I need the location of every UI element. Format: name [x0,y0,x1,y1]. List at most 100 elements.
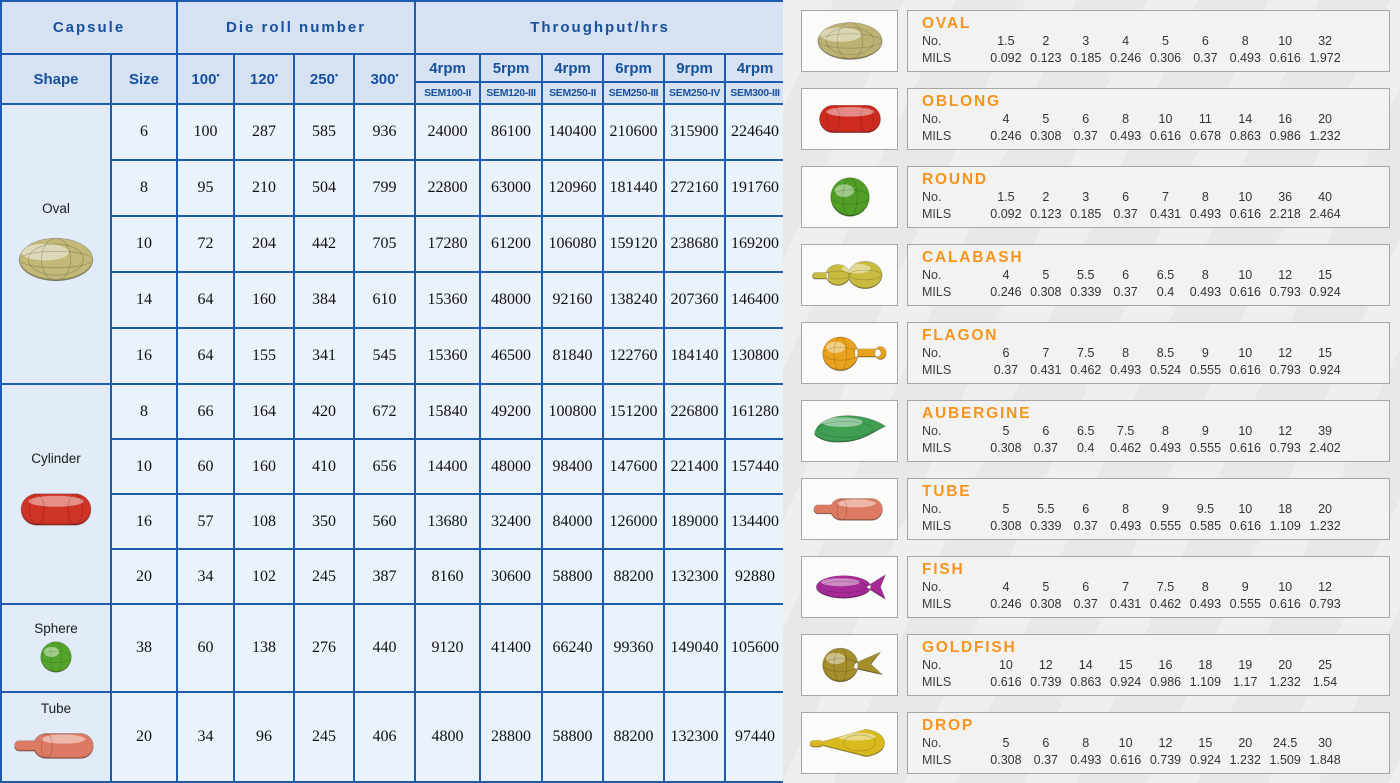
no-value: 8 [1201,580,1209,594]
throughput-value-cell: 22800 [414,159,482,217]
shape-title: CALABASH [922,249,1024,266]
throughput-value-cell: 13680 [414,493,482,550]
no-value: 15 [1118,658,1133,672]
shape-label: Tube [40,701,72,716]
shape-title: DROP [922,717,974,734]
throughput-value-cell: 140400 [541,103,605,161]
machine-header-0: SEM100-II [414,81,482,105]
shape-number-grid: No. 5 6 8 10 12 15 20 24.5 30 MILS 0.308 0.37 0.493 0.… [922,735,1345,768]
no-value: 14 [1238,112,1253,126]
shape-card-tube: TUBE No. 5 5.5 6 8 9 9.5 10 18 20 MILS 0.308 0.339 0.… [801,478,1390,540]
mils-value: 0.616 [1229,362,1261,377]
fish-capsule-icon [815,574,886,600]
die-roll-value: 100 [191,70,217,88]
throughput-value-cell: 159120 [602,215,666,273]
shape-title: OBLONG [922,93,1001,110]
rpm-header-3: 6rpm [602,53,666,83]
no-value: 15 [1198,736,1213,750]
shape-number-grid: No. 5 5.5 6 8 9 9.5 10 18 20 MILS 0.308 0.339 0.37 0.4… [922,501,1345,534]
no-value: 5.5 [1077,268,1095,282]
size-cell: 6 [109,103,179,161]
no-value: 40 [1318,190,1332,204]
capsule-throughput-table: Capsule Die roll number Throughput/hrs S… [0,0,787,783]
throughput-value-cell: 84000 [541,493,605,550]
mils-value: 0.339 [1070,284,1102,299]
mils-value: 0.616 [1229,206,1261,221]
no-value: 2 [1042,190,1050,204]
mils-value: 1.109 [1189,674,1222,689]
no-value: 10 [1238,424,1253,438]
no-label: No. [922,736,942,750]
machine-header-4: SEM250-IV [663,81,727,105]
no-value: 20 [1238,736,1253,750]
throughput-value-cell: 61200 [479,215,544,273]
size-cell: 8 [109,383,179,440]
round-capsule-icon [40,641,72,672]
mils-value: 0.339 [1030,518,1062,533]
shape-card-goldfish: GOLDFISH No. 10 12 14 15 16 18 19 20 25 MILS 0.616 0… [801,634,1390,696]
throughput-value-cell: 138 [233,603,296,693]
throughput-value-cell: 287 [233,103,296,161]
shape-data-box: DROP No. 5 6 8 10 12 15 20 24.5 30 MILS 0.308 0.37 0.… [907,712,1390,774]
throughput-value-cell: 126000 [602,493,666,550]
throughput-value-cell: 66240 [541,603,605,693]
no-value: 5.5 [1037,502,1055,516]
mils-value: 0.493 [1109,362,1142,377]
no-value: 6 [1082,580,1090,594]
shape-data-box: ROUND No. 1.5 2 3 6 7 8 10 36 40 MILS 0.092 0.123 0.1… [907,166,1390,228]
mils-value: 0.37 [1073,518,1098,533]
throughput-value-cell: 98400 [541,438,605,495]
mils-value: 0.308 [990,752,1022,767]
throughput-value-cell: 350 [293,493,356,550]
throughput-value-cell: 66 [176,383,236,440]
mils-value: 0.986 [1149,674,1182,689]
table-row: 10 72 204 442 705 17280 61200 106080 159120 23868… [1,215,787,273]
mils-value: 0.246 [990,284,1022,299]
throughput-value-cell: 120960 [541,159,605,217]
no-value: 20 [1278,658,1293,672]
table-row: Tube 20 34 96 245 406 4800 28800 58800 88200 1323… [0,691,787,783]
shape-title: GOLDFISH [922,639,1017,656]
shape-icon-box [801,88,898,150]
no-value: 8 [1201,190,1209,204]
shape-number-grid: No. 1.5 2 3 4 5 6 8 10 32 MILS 0.092 0.123 0.185 0.246… [922,33,1345,66]
mils-value: 0.678 [1189,128,1222,143]
throughput-value-cell: 9120 [414,603,482,693]
mils-value: 0.431 [1149,206,1182,221]
throughput-value-cell: 122760 [602,327,666,385]
throughput-value-cell: 146400 [724,271,787,329]
shape-title: ROUND [922,171,988,188]
mils-value: 2.218 [1269,206,1301,221]
size-column-header: Size [109,53,179,105]
mils-value: 1.848 [1309,752,1341,767]
throughput-value-cell: 210600 [602,103,666,161]
throughput-value-cell: 132300 [663,691,727,783]
throughput-value-cell: 8160 [414,548,482,605]
mils-value: 0.793 [1269,440,1301,455]
no-label: No. [922,34,942,48]
throughput-value-cell: 97440 [724,691,787,783]
no-value: 16 [1278,112,1293,126]
throughput-value-cell: 58800 [541,691,605,783]
shape-number-grid: No. 5 6 6.5 7.5 8 9 10 12 39 MILS 0.308 0.37 0.4 0.462… [922,423,1345,456]
no-value: 7.5 [1116,424,1135,438]
no-value: 10 [1278,34,1293,48]
shape-icon-box [801,10,898,72]
mils-value: 0.37 [993,362,1019,377]
throughput-value-cell: 656 [353,438,417,495]
no-value: 10 [1238,190,1253,204]
table-row: 8 95 210 504 799 22800 63000 120960 181440 272160… [1,159,787,217]
no-label: No. [922,502,942,516]
throughput-value-cell: 60 [176,603,236,693]
no-value: 10 [1238,502,1253,516]
mils-value: 0.616 [990,674,1022,689]
mils-value: 0.37 [1193,50,1218,65]
throughput-value-cell: 341 [293,327,356,385]
no-value: 32 [1318,34,1332,48]
mils-value: 0.493 [1189,206,1222,221]
oblong-capsule-icon [20,493,92,526]
mils-value: 0.4 [1077,440,1095,455]
throughput-value-cell: 32400 [479,493,544,550]
throughput-value-cell: 14400 [414,438,482,495]
mils-value: 0.431 [1109,596,1142,611]
